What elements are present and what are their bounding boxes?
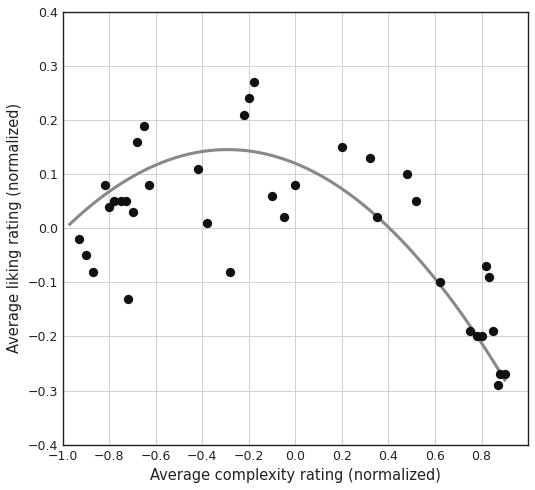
Point (496, 370, 505, 378)
Point (482, 262, 491, 270)
Point (89, 268, 97, 275)
Point (226, 268, 234, 275)
Point (75, 235, 83, 243)
Point (240, 111, 248, 119)
Point (193, 165, 202, 172)
Point (140, 122, 148, 129)
Point (249, 78, 258, 86)
Point (484, 273, 493, 281)
Point (101, 181, 109, 189)
Point (244, 95, 253, 102)
Point (124, 294, 132, 302)
Point (489, 327, 498, 335)
Point (268, 192, 277, 200)
Point (291, 181, 300, 189)
Point (403, 171, 411, 178)
Point (144, 181, 153, 189)
Point (105, 203, 113, 211)
Point (338, 143, 346, 151)
Point (501, 370, 509, 378)
Point (128, 208, 137, 216)
Point (133, 138, 141, 146)
Point (435, 278, 444, 286)
Point (477, 333, 486, 341)
Point (110, 197, 118, 205)
Point (82, 251, 90, 259)
Point (412, 197, 421, 205)
Point (465, 327, 474, 335)
X-axis label: Average complexity rating (normalized): Average complexity rating (normalized) (150, 468, 441, 483)
Y-axis label: Average liking rating (normalized): Average liking rating (normalized) (7, 103, 22, 353)
Point (365, 154, 374, 162)
Point (493, 381, 502, 389)
Point (472, 333, 481, 341)
Point (117, 197, 125, 205)
Point (372, 214, 381, 221)
Point (121, 197, 130, 205)
Point (279, 214, 288, 221)
Point (203, 219, 211, 227)
